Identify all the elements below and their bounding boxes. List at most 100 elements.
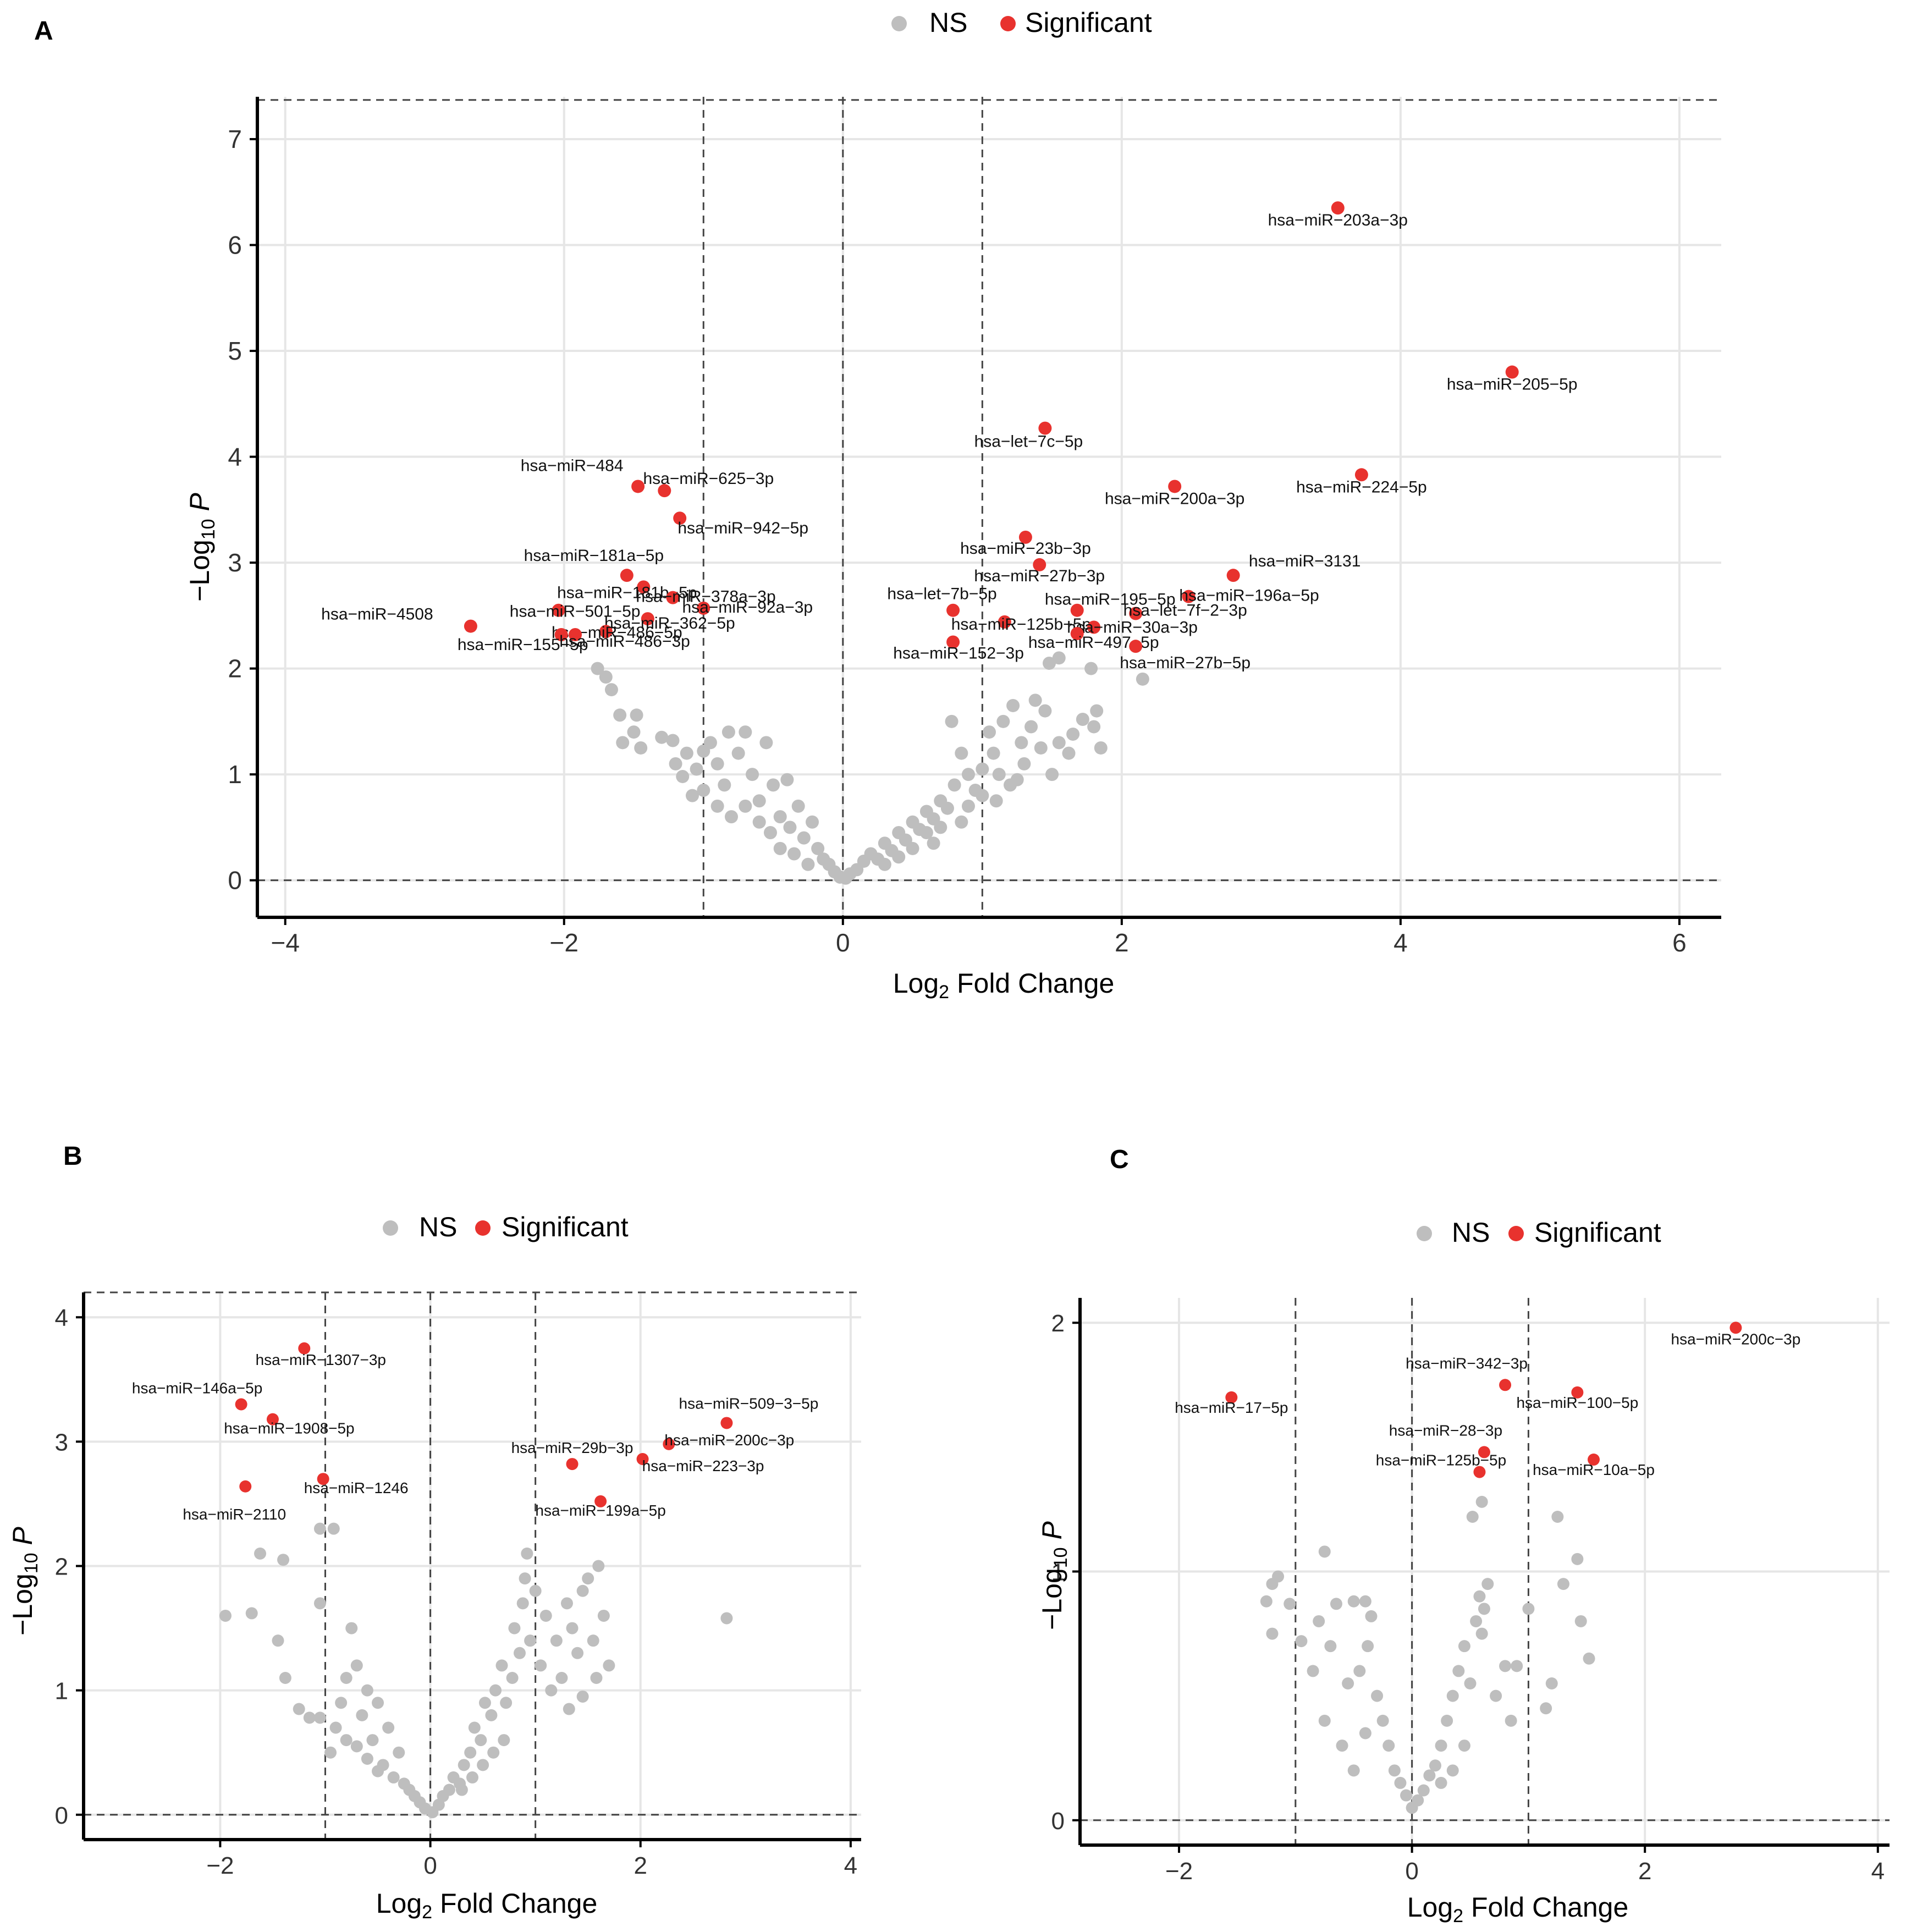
point-label: hsa−miR−1908−5p	[224, 1420, 354, 1437]
significant-point	[566, 1458, 579, 1471]
ns-point	[955, 746, 968, 760]
panel-c: C NS Significant hsa−miR−200c−3phsa−miR−…	[1037, 1145, 1890, 1927]
ns-point	[1347, 1595, 1360, 1608]
legend-significant-label: Significant	[502, 1212, 629, 1242]
ns-point	[996, 714, 1010, 728]
ns-point	[1376, 1714, 1389, 1727]
y-tick-label: 3	[55, 1429, 68, 1456]
significant-point	[631, 480, 645, 493]
significant-point	[998, 615, 1011, 629]
y-axis-title-subscript: 10	[21, 1553, 42, 1573]
ns-point	[690, 762, 703, 776]
ns-point	[613, 708, 627, 722]
significant-point	[235, 1398, 247, 1411]
ns-point	[767, 778, 780, 792]
cutoff-lines	[84, 1291, 861, 1840]
significant-point	[464, 619, 477, 633]
ns-point	[759, 736, 773, 750]
significant-point	[1033, 558, 1046, 571]
ns-point	[361, 1684, 373, 1697]
x-tick-label: −2	[1165, 1858, 1193, 1885]
ns-point	[630, 708, 643, 722]
ns-point	[535, 1659, 547, 1672]
ns-point	[616, 736, 630, 750]
ns-point	[685, 789, 699, 802]
significant-point	[1499, 1379, 1512, 1391]
ns-point	[498, 1734, 510, 1747]
significant-point	[637, 580, 651, 594]
ns-point	[277, 1554, 290, 1566]
ns-point	[1499, 1660, 1512, 1672]
ns-point	[361, 1753, 373, 1765]
ns-point	[731, 746, 745, 760]
point-label: hsa−miR−152−3p	[893, 644, 1024, 662]
ns-point	[1010, 773, 1024, 786]
significant-point	[1354, 468, 1368, 482]
ns-point	[485, 1709, 498, 1721]
ns-point	[576, 1690, 589, 1703]
y-tick-label: 5	[228, 337, 242, 365]
point-label: hsa−let−7f−2−3p	[1123, 601, 1247, 619]
legend-significant-marker	[1508, 1226, 1524, 1241]
axes: −2 0 2 4 0 1 2	[1051, 1298, 1890, 1885]
x-tick-label: −4	[271, 928, 299, 957]
ns-point	[976, 762, 989, 776]
legend-ns-marker	[891, 16, 907, 31]
ns-point	[724, 810, 738, 824]
significant-point	[666, 591, 680, 604]
significant-point	[1226, 569, 1240, 582]
point-label: hsa−miR−2110	[183, 1506, 286, 1523]
cutoff-lines	[257, 97, 1721, 917]
ns-point	[1045, 768, 1059, 781]
point-label: hsa−miR−30a−3p	[1067, 619, 1198, 637]
legend-significant-label: Significant	[1534, 1217, 1661, 1248]
ns-point	[603, 1659, 615, 1672]
x-axis-title-rest: Fold Change	[432, 1888, 597, 1919]
x-tick-label: 0	[1405, 1858, 1418, 1885]
ns-point	[1066, 727, 1080, 741]
ns-point	[345, 1622, 358, 1634]
y-axis-title-p-symbol: P	[184, 493, 215, 519]
point-label: hsa−miR−17−5p	[1175, 1399, 1288, 1416]
ns-point	[746, 768, 759, 781]
ns-point	[739, 725, 752, 739]
panel-b-y-axis-title: −Log10 P	[7, 1527, 42, 1636]
legend-significant-label: Significant	[1025, 7, 1152, 38]
ns-point	[1342, 1677, 1354, 1690]
y-axis-title-subscript: 10	[198, 519, 219, 540]
significant-points: hsa−miR−203a−3p hsa−miR−205−5p hsa−let−7c−…	[321, 201, 1578, 672]
point-label: hsa−miR−509−3−5p	[679, 1395, 819, 1412]
ns-points	[219, 1522, 733, 1819]
ns-point	[1094, 741, 1108, 755]
y-tick-label: 6	[228, 231, 242, 260]
ns-point	[669, 757, 682, 770]
ns-point	[655, 730, 669, 744]
ns-point	[272, 1634, 284, 1647]
ns-point	[718, 778, 731, 792]
significant-point	[1225, 1391, 1238, 1403]
significant-point	[298, 1342, 311, 1355]
point-label: hsa−miR−224−5p	[1296, 478, 1427, 496]
ns-point	[340, 1672, 352, 1685]
ns-point	[1266, 1627, 1279, 1640]
panel-c-x-axis-title: Log2 Fold Change	[1407, 1892, 1629, 1927]
ns-point	[1084, 662, 1098, 675]
significant-point	[1129, 640, 1143, 653]
panel-c-plot: hsa−miR−200c−3p hsa−miR−342−3p hsa−miR−100…	[1051, 1298, 1890, 1885]
y-axis-title-p-symbol: P	[1037, 1521, 1067, 1548]
point-label: hsa−miR−205−5p	[1447, 376, 1578, 394]
point-label: hsa−miR−195−5p	[1045, 591, 1176, 609]
ns-point	[539, 1609, 552, 1622]
y-tick-label: 2	[228, 654, 242, 683]
ns-point	[313, 1597, 326, 1610]
panel-b-x-axis-title: Log2 Fold Change	[376, 1888, 598, 1923]
ns-point	[945, 714, 958, 728]
axes: −4 −2 0 2 4 6 0 1 2 3 4 5 6 7	[228, 97, 1721, 957]
ns-point	[948, 778, 961, 792]
ns-point	[989, 794, 1003, 808]
ns-point	[443, 1784, 455, 1796]
point-label: hsa−let−7c−5p	[974, 433, 1083, 451]
x-tick-label: −2	[206, 1852, 234, 1879]
point-label: hsa−miR−4508	[321, 606, 433, 624]
